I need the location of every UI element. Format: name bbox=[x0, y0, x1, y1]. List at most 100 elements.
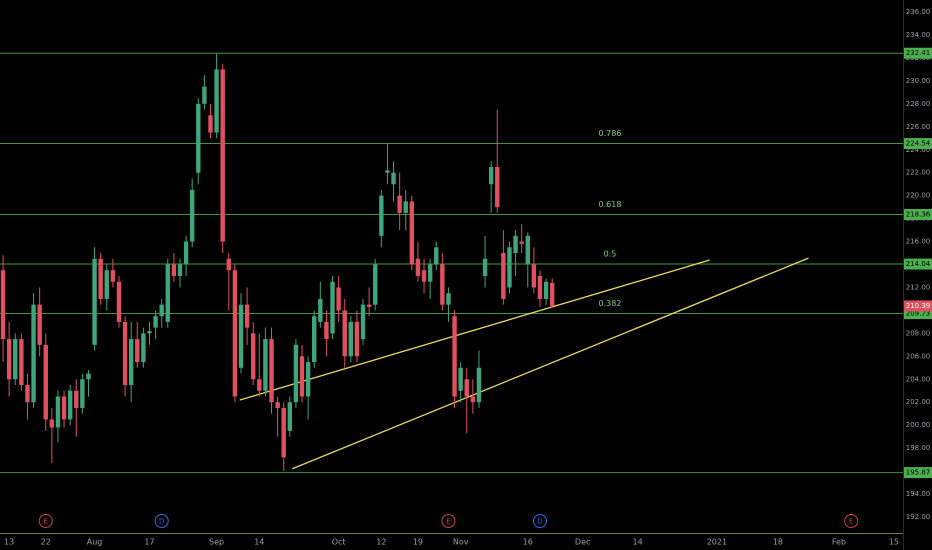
candle-body bbox=[196, 103, 201, 173]
candle-body bbox=[458, 367, 463, 391]
candle-body bbox=[263, 339, 268, 391]
candle-body bbox=[232, 270, 238, 397]
candle-body bbox=[434, 247, 439, 265]
candle-body bbox=[342, 310, 347, 357]
x-tick-label: 13 bbox=[4, 538, 14, 547]
candle-body bbox=[251, 333, 256, 380]
candle-body bbox=[128, 339, 134, 386]
level-tag bbox=[904, 308, 932, 320]
x-tick-label: 16 bbox=[523, 538, 533, 547]
candle-body bbox=[440, 264, 445, 305]
trendline bbox=[239, 259, 710, 401]
x-tick-label: Dec bbox=[575, 538, 590, 547]
candle-body bbox=[385, 170, 390, 173]
candle-body bbox=[482, 258, 488, 276]
event-label: E bbox=[849, 518, 853, 526]
y-tick-label: 228.00 bbox=[906, 100, 931, 108]
candle-body bbox=[275, 402, 280, 408]
candle-body bbox=[183, 241, 189, 265]
candle-body bbox=[208, 115, 213, 133]
candle-body bbox=[43, 344, 48, 420]
candle-body bbox=[373, 264, 378, 305]
candle-body bbox=[6, 339, 12, 380]
candle-body bbox=[226, 258, 232, 271]
x-tick-label: 18 bbox=[773, 538, 783, 547]
level-tag-label: 224.54 bbox=[906, 140, 931, 148]
y-tick-label: 212.00 bbox=[906, 283, 931, 291]
candle-body bbox=[110, 270, 116, 282]
candle-body bbox=[415, 258, 421, 276]
candle-body bbox=[220, 69, 225, 242]
candle-body bbox=[281, 407, 286, 458]
candle-body bbox=[80, 379, 85, 408]
level-tag bbox=[904, 138, 932, 150]
candle-body bbox=[324, 321, 329, 340]
candle-body bbox=[501, 253, 506, 299]
candle-body bbox=[513, 235, 518, 254]
level-tag bbox=[904, 208, 932, 220]
y-tick-label: 194.00 bbox=[906, 490, 931, 498]
candle-body bbox=[141, 333, 146, 363]
last-price-tag bbox=[904, 300, 932, 312]
candle-body bbox=[257, 379, 262, 391]
fib-label: 0.382 bbox=[599, 299, 622, 308]
x-tick-label: 19 bbox=[413, 538, 423, 547]
y-tick-label: 208.00 bbox=[906, 329, 931, 337]
candle-body bbox=[116, 281, 122, 322]
x-tick-label: Nov bbox=[453, 538, 469, 547]
candle-body bbox=[305, 362, 311, 397]
x-tick-label: 17 bbox=[144, 538, 154, 547]
x-tick-label: 15 bbox=[889, 538, 899, 547]
candle-body bbox=[397, 195, 402, 213]
level-tag-label: 195.87 bbox=[906, 469, 931, 477]
candle-body bbox=[159, 304, 164, 317]
candle-body bbox=[549, 282, 555, 306]
candle-body bbox=[464, 379, 469, 397]
candle-body bbox=[19, 339, 24, 386]
y-tick-label: 230.00 bbox=[906, 77, 931, 85]
candle-body bbox=[403, 201, 408, 213]
candle-body bbox=[312, 316, 317, 363]
y-tick-label: 198.00 bbox=[906, 444, 931, 452]
y-tick-label: 224.00 bbox=[906, 146, 931, 154]
y-tick-label: 204.00 bbox=[906, 375, 931, 383]
y-tick-label: 222.00 bbox=[906, 169, 931, 177]
candle-body bbox=[299, 356, 305, 397]
y-tick-label: 234.00 bbox=[906, 31, 931, 39]
level-tag-label: 214.04 bbox=[906, 260, 931, 268]
x-tick-label: Feb bbox=[832, 538, 846, 547]
candle-body bbox=[49, 419, 55, 428]
candle-body bbox=[507, 247, 512, 288]
candle-body bbox=[0, 270, 6, 340]
x-tick-label: 12 bbox=[376, 538, 386, 547]
x-tick-label: Oct bbox=[332, 538, 346, 547]
event-label: D bbox=[159, 518, 164, 526]
y-tick-label: 220.00 bbox=[906, 192, 931, 200]
last-price-label: 210.39 bbox=[906, 302, 931, 310]
candle-body bbox=[354, 321, 360, 357]
candle-body bbox=[135, 339, 140, 363]
event-label: D bbox=[537, 518, 542, 526]
y-tick-label: 206.00 bbox=[906, 352, 931, 360]
candle-body bbox=[92, 258, 97, 345]
candle-body bbox=[531, 264, 537, 288]
x-tick-label: Sep bbox=[209, 538, 224, 547]
fib-label: 0.618 bbox=[599, 200, 622, 209]
level-tag-label: 218.36 bbox=[906, 210, 931, 218]
candle-body bbox=[476, 367, 482, 403]
candle-body bbox=[153, 316, 158, 328]
y-tick-label: 192.00 bbox=[906, 513, 931, 521]
candle-body bbox=[189, 189, 195, 242]
candle-body bbox=[165, 264, 170, 322]
candle-body bbox=[122, 321, 128, 386]
candle-body bbox=[446, 293, 451, 305]
candle-body bbox=[37, 304, 42, 345]
candle-body bbox=[74, 390, 79, 408]
x-tick-label: Aug bbox=[87, 538, 103, 547]
event-marker bbox=[38, 514, 53, 528]
candle-body bbox=[293, 344, 299, 403]
candle-body bbox=[409, 201, 415, 265]
candle-body bbox=[244, 304, 250, 328]
fib-label: 0.5 bbox=[604, 250, 617, 259]
